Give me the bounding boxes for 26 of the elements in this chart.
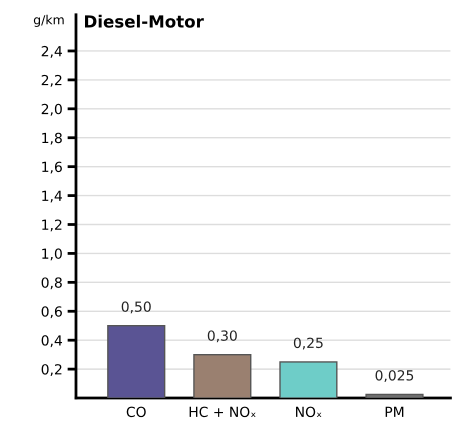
y-tick-label: 2,2: [42, 74, 62, 87]
y-tick-label: 0,6: [42, 306, 62, 318]
y-tick-label: 0,8: [42, 277, 62, 290]
data-label: 0,50: [122, 301, 151, 314]
x-tick-label: NOₓ: [296, 406, 322, 418]
y-tick-label: 2,0: [42, 104, 62, 116]
data-label: 0,25: [294, 338, 323, 350]
y-tick-label: 0,2: [42, 364, 62, 376]
x-tick-label: PM: [386, 406, 404, 417]
y-axis-title: g/km: [34, 14, 64, 27]
y-tick-label: 1,0: [42, 248, 62, 260]
y-tick-label: 1,6: [42, 162, 62, 174]
chart-title: Diesel-Motor: [85, 14, 204, 28]
bar: [107, 325, 166, 398]
y-tick-label: 1,8: [42, 132, 62, 145]
bar: [193, 354, 252, 398]
y-tick-label: 0,4: [42, 335, 62, 348]
bar: [365, 394, 424, 398]
bar: [279, 361, 338, 398]
data-label: 0,30: [208, 330, 237, 342]
x-tick-label: CO: [126, 406, 146, 418]
x-tick-label: HC + NOₓ: [190, 406, 256, 418]
data-label: 0,025: [376, 370, 414, 382]
y-tick-label: 1,2: [42, 219, 62, 232]
y-tick-label: 2,4: [42, 46, 62, 58]
y-tick-label: 1,4: [42, 190, 62, 202]
